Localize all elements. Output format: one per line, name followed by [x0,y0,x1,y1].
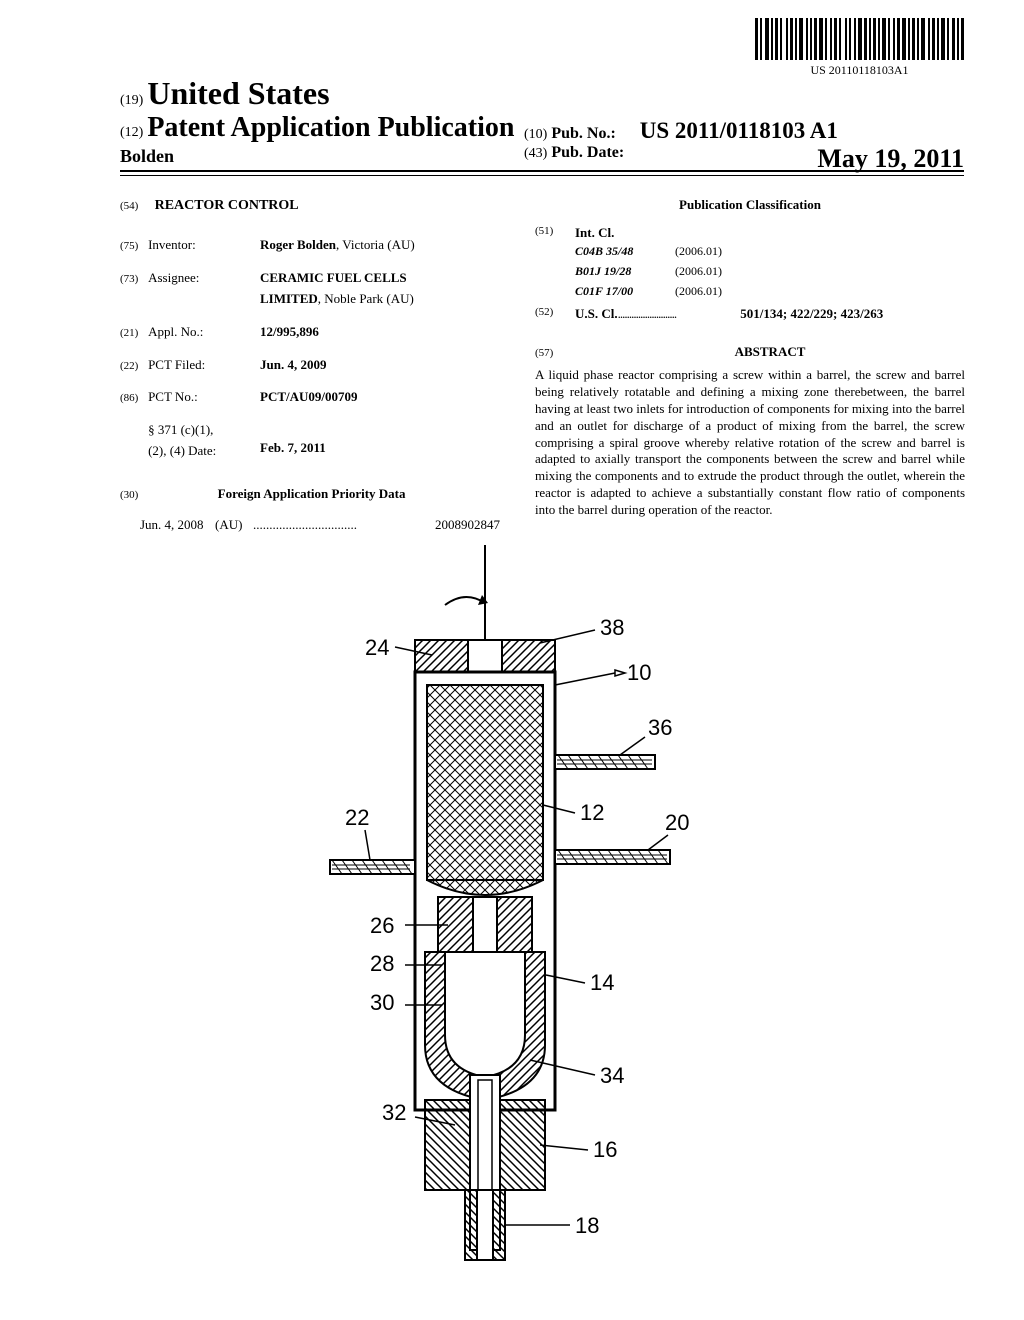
patent-figure: 24 38 10 36 12 22 20 26 28 14 30 34 [270,545,790,1280]
pub-date-label: Pub. Date: [551,144,624,161]
metadata-right-column: Publication Classification (51) Int. Cl.… [535,195,965,519]
pct-filed-label: PCT Filed: [148,357,205,372]
pct-no-field-num: (86) [120,392,138,404]
country: United States [147,75,329,111]
uscl-dots: .......................... [618,304,741,324]
abstract-header: ABSTRACT [575,342,965,362]
pct-number: PCT/AU09/00709 [260,387,500,408]
intcl-label: Int. Cl. [575,223,614,243]
class-3-code: C01F 17/00 [535,282,675,300]
uscl-label: U.S. Cl. [575,304,618,324]
figure-label-26: 26 [370,913,394,938]
figure-label-10: 10 [627,660,651,685]
figure-label-16: 16 [593,1137,617,1162]
invention-title: REACTOR CONTROL [155,198,299,213]
figure-label-30: 30 [370,990,394,1015]
assignee-line-2-bold: LIMITED [260,291,318,306]
appl-label: Appl. No.: [148,324,203,339]
figure-label-22: 22 [345,805,369,830]
foreign-field-num: (30) [120,489,138,501]
doc-type-field-num: (12) [120,125,143,140]
inventor-name-part: Roger Bolden [260,237,336,252]
pub-class-header: Publication Classification [535,195,965,215]
foreign-dots: ................................ [253,515,435,536]
pub-no-field: (10) [524,127,547,142]
class-3-date: (2006.01) [675,282,965,300]
figure-label-38: 38 [600,615,624,640]
horizontal-rule-1 [120,170,964,172]
inventor-field-num: (75) [120,240,138,252]
foreign-country: (AU) [215,515,253,536]
abstract-field-num: (57) [535,345,575,362]
doc-type: Patent Application Publication [147,112,514,143]
pct-filed-field-num: (22) [120,360,138,372]
class-2-code: B01J 19/28 [535,262,675,280]
pct-filed-date: Jun. 4, 2009 [260,355,500,376]
class-2-date: (2006.01) [675,262,965,280]
appl-number: 12/995,896 [260,322,500,343]
assignee-field-num: (73) [120,273,138,285]
figure-label-36: 36 [648,715,672,740]
s371-label-2: (2), (4) Date: [148,443,216,458]
foreign-date: Jun. 4, 2008 [120,515,215,536]
figure-label-34: 34 [600,1063,624,1088]
barcode-section: US 20110118103A1 [755,18,964,78]
figure-label-14: 14 [590,970,614,995]
figure-label-18: 18 [575,1213,599,1238]
s371-date: Feb. 7, 2011 [260,420,500,462]
uscl-field-num: (52) [535,304,575,324]
abstract-text: A liquid phase reactor comprising a scre… [535,367,965,519]
pct-no-label: PCT No.: [148,389,198,404]
class-1-date: (2006.01) [675,242,965,260]
country-field-num: (19) [120,93,143,108]
intcl-field-num: (51) [535,223,575,243]
figure-label-24: 24 [365,635,389,660]
foreign-priority-header: Foreign Application Priority Data [142,484,482,505]
barcode [755,18,964,60]
class-1-code: C04B 35/48 [535,242,675,260]
appl-field-num: (21) [120,327,138,339]
figure-label-32: 32 [382,1100,406,1125]
metadata-left-column: (54) REACTOR CONTROL (75) Inventor: Roge… [120,195,500,535]
horizontal-rule-2 [120,175,964,176]
pub-info: (10) Pub. No.: US 2011/0118103 A1 (43) P… [524,118,964,174]
figure-label-20: 20 [665,810,689,835]
assignee-label: Assignee: [148,270,199,285]
s371-label-1: § 371 (c)(1), [148,422,213,437]
pub-no-label: Pub. No.: [551,125,615,142]
assignee-line-1: CERAMIC FUEL CELLS [260,268,500,289]
inventor-label: Inventor: [148,237,196,252]
uscl-value: 501/134; 422/229; 423/263 [740,304,883,324]
pub-no: US 2011/0118103 A1 [640,118,838,143]
figure-label-12: 12 [580,800,604,825]
pub-date-field: (43) [524,146,547,161]
title-field-num: (54) [120,200,138,212]
foreign-app-number: 2008902847 [435,515,500,536]
figure-label-28: 28 [370,951,394,976]
